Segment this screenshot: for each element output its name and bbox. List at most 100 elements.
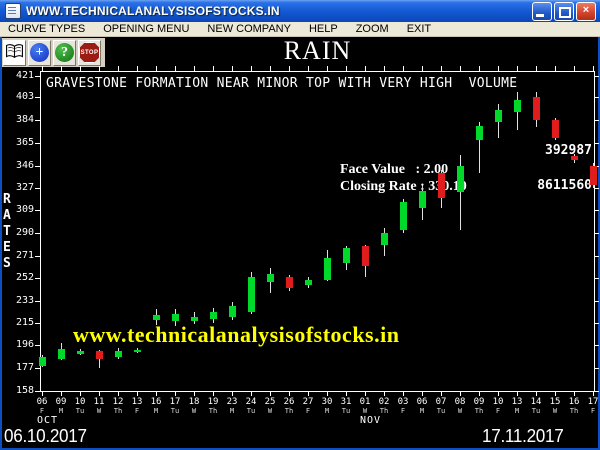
plus-icon: + <box>30 43 49 62</box>
x-axis-day: M <box>324 407 330 415</box>
stock-symbol-title: RAIN <box>283 36 352 65</box>
x-axis-date: 07 <box>435 397 447 407</box>
menu-item-new-company[interactable]: NEW COMPANY <box>207 23 291 35</box>
menu-item-exit[interactable]: EXIT <box>406 23 432 35</box>
x-axis-date: 10 <box>492 397 504 407</box>
rates-axis-letter: T <box>3 224 11 239</box>
face-value-line: Face Value : 2.00 <box>340 162 449 177</box>
y-axis-label: 158 <box>15 385 34 396</box>
y-axis-label: 252 <box>15 272 34 284</box>
x-axis-date: 30 <box>321 397 333 407</box>
menu-item-help[interactable]: HELP <box>308 23 338 35</box>
x-axis-date: 19 <box>207 397 219 407</box>
x-axis-date: 27 <box>302 397 314 407</box>
face-value-annotation: Face Value : 2.00 Closing Rate : 330.10 <box>340 161 467 195</box>
x-axis-day: F <box>305 407 311 415</box>
y-axis-label: 365 <box>15 136 34 148</box>
x-axis-date: 11 <box>93 397 105 407</box>
open-book-button[interactable] <box>3 39 26 66</box>
x-axis-day: W <box>96 407 102 415</box>
x-axis-day: Th <box>474 407 484 415</box>
x-axis-day: Tu <box>170 407 180 415</box>
menu-item-zoom[interactable]: ZOOM <box>355 23 389 35</box>
x-axis-day: Tu <box>436 407 446 415</box>
range-start-date: 06.10.2017 <box>4 426 87 446</box>
menu-item-opening-menu[interactable]: OPENING MENU <box>103 23 190 35</box>
chart-plot-area <box>40 71 595 392</box>
x-axis-date: 06 <box>416 397 428 407</box>
closing-rate-line: Closing Rate : 330.10 <box>340 179 467 194</box>
rates-axis-letter: S <box>3 256 11 271</box>
x-axis-date: 06 <box>36 397 48 407</box>
x-axis-day: Tu <box>531 407 541 415</box>
y-axis-label: 215 <box>15 316 34 328</box>
x-axis-date: 08 <box>454 397 466 407</box>
x-axis-date: 09 <box>55 397 67 407</box>
x-axis-date: 31 <box>340 397 352 407</box>
x-axis-day: Tu <box>75 407 85 415</box>
window-title: WWW.TECHNICALANALYSISOFSTOCKS.IN <box>26 4 280 18</box>
add-button[interactable]: + <box>28 39 51 66</box>
y-axis-label: 196 <box>15 339 34 351</box>
x-axis-date: 17 <box>169 397 181 407</box>
open-book-icon <box>5 43 24 62</box>
x-axis-date: 15 <box>549 397 561 407</box>
y-axis-label: 403 <box>15 91 34 103</box>
x-axis-date: 02 <box>378 397 390 407</box>
y-axis-label: 421 <box>15 69 34 81</box>
y-axis-label: 271 <box>15 249 34 261</box>
x-axis-day: Th <box>379 407 389 415</box>
x-axis-date: 13 <box>511 397 523 407</box>
x-axis-day: F <box>400 407 406 415</box>
x-axis-day: M <box>153 407 159 415</box>
x-axis-day: F <box>134 407 140 415</box>
x-axis-date: 01 <box>359 397 371 407</box>
stop-icon: STOP <box>79 42 100 63</box>
x-axis-date: 25 <box>264 397 276 407</box>
x-axis-day: M <box>514 407 520 415</box>
x-axis-date: 10 <box>74 397 86 407</box>
x-axis-day: W <box>457 407 463 415</box>
range-end-date: 17.11.2017 <box>482 426 564 446</box>
menu-bar: CURVE TYPES OPENING MENU NEW COMPANY HEL… <box>0 22 600 37</box>
x-axis-day: Th <box>284 407 294 415</box>
x-axis-month: OCT <box>37 415 59 426</box>
x-axis-date: 14 <box>530 397 542 407</box>
x-axis-date: 09 <box>473 397 485 407</box>
x-axis-day: M <box>419 407 425 415</box>
y-axis-label: 346 <box>15 159 34 171</box>
x-axis-date: 03 <box>397 397 409 407</box>
x-axis-day: Tu <box>341 407 351 415</box>
volume-value-2: 8611560 <box>537 178 592 193</box>
x-axis-day: W <box>267 407 273 415</box>
x-axis-day: F <box>590 407 596 415</box>
x-axis-day: M <box>229 407 235 415</box>
x-axis-day: W <box>191 407 197 415</box>
x-axis-day: Th <box>113 407 123 415</box>
x-axis-date: 23 <box>226 397 238 407</box>
x-axis-date: 17 <box>587 397 599 407</box>
x-axis-day: M <box>58 407 64 415</box>
y-axis-label: 233 <box>15 295 34 307</box>
x-axis-day: W <box>552 407 558 415</box>
close-button-icon[interactable]: × <box>576 1 596 21</box>
restore-button-icon[interactable] <box>554 1 574 21</box>
x-axis-date: 18 <box>188 397 200 407</box>
x-axis-day: Th <box>569 407 579 415</box>
stop-button[interactable]: STOP <box>78 39 101 66</box>
x-axis-date: 26 <box>283 397 295 407</box>
x-axis-date: 13 <box>131 397 143 407</box>
y-axis-label: 290 <box>15 226 34 238</box>
x-axis-date: 16 <box>568 397 580 407</box>
minimize-button-icon[interactable] <box>532 1 552 21</box>
y-axis-label: 327 <box>15 182 34 194</box>
menu-item-curve-types[interactable]: CURVE TYPES <box>8 23 86 35</box>
question-icon: ? <box>55 43 74 62</box>
x-axis-day: W <box>362 407 368 415</box>
x-axis-month: NOV <box>360 415 382 426</box>
help-button[interactable]: ? <box>53 39 76 66</box>
x-axis-day: F <box>39 407 45 415</box>
y-axis-label: 384 <box>15 114 34 126</box>
rates-axis-letter: A <box>3 208 11 223</box>
window-controls: × <box>532 1 600 21</box>
